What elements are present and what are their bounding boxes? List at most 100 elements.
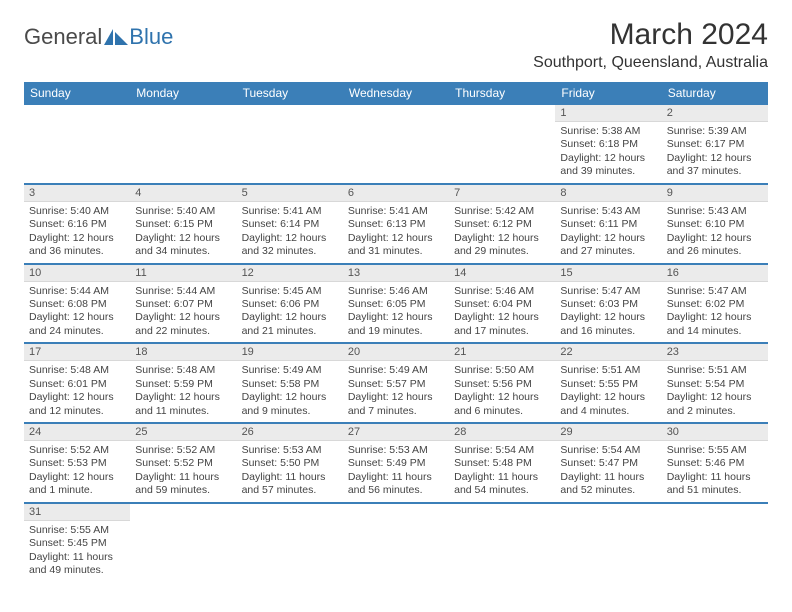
calendar-day-cell: 22Sunrise: 5:51 AMSunset: 5:55 PMDayligh…	[555, 343, 661, 423]
calendar-day-cell: 11Sunrise: 5:44 AMSunset: 6:07 PMDayligh…	[130, 264, 236, 344]
day-number: 29	[555, 424, 661, 441]
calendar-empty-cell	[449, 503, 555, 582]
calendar-empty-cell	[237, 105, 343, 184]
day-details: Sunrise: 5:54 AMSunset: 5:47 PMDaylight:…	[555, 441, 661, 502]
day-number: 15	[555, 265, 661, 282]
day-number: 3	[24, 185, 130, 202]
calendar-day-cell: 25Sunrise: 5:52 AMSunset: 5:52 PMDayligh…	[130, 423, 236, 503]
calendar-day-cell: 14Sunrise: 5:46 AMSunset: 6:04 PMDayligh…	[449, 264, 555, 344]
day-number: 25	[130, 424, 236, 441]
day-details: Sunrise: 5:52 AMSunset: 5:53 PMDaylight:…	[24, 441, 130, 502]
calendar-day-cell: 29Sunrise: 5:54 AMSunset: 5:47 PMDayligh…	[555, 423, 661, 503]
calendar-week-row: 3Sunrise: 5:40 AMSunset: 6:16 PMDaylight…	[24, 184, 768, 264]
day-number: 13	[343, 265, 449, 282]
calendar-day-cell: 5Sunrise: 5:41 AMSunset: 6:14 PMDaylight…	[237, 184, 343, 264]
day-number: 20	[343, 344, 449, 361]
calendar-day-cell: 23Sunrise: 5:51 AMSunset: 5:54 PMDayligh…	[662, 343, 768, 423]
day-details: Sunrise: 5:49 AMSunset: 5:58 PMDaylight:…	[237, 361, 343, 422]
day-details: Sunrise: 5:49 AMSunset: 5:57 PMDaylight:…	[343, 361, 449, 422]
calendar-day-cell: 3Sunrise: 5:40 AMSunset: 6:16 PMDaylight…	[24, 184, 130, 264]
title-block: March 2024 Southport, Queensland, Austra…	[533, 18, 768, 72]
day-details: Sunrise: 5:41 AMSunset: 6:13 PMDaylight:…	[343, 202, 449, 263]
calendar-empty-cell	[24, 105, 130, 184]
day-number: 21	[449, 344, 555, 361]
calendar-day-cell: 1Sunrise: 5:38 AMSunset: 6:18 PMDaylight…	[555, 105, 661, 184]
day-details: Sunrise: 5:38 AMSunset: 6:18 PMDaylight:…	[555, 122, 661, 183]
calendar-day-cell: 28Sunrise: 5:54 AMSunset: 5:48 PMDayligh…	[449, 423, 555, 503]
calendar-table: SundayMondayTuesdayWednesdayThursdayFrid…	[24, 82, 768, 582]
calendar-day-cell: 8Sunrise: 5:43 AMSunset: 6:11 PMDaylight…	[555, 184, 661, 264]
calendar-body: 1Sunrise: 5:38 AMSunset: 6:18 PMDaylight…	[24, 105, 768, 582]
day-number: 2	[662, 105, 768, 122]
calendar-day-cell: 7Sunrise: 5:42 AMSunset: 6:12 PMDaylight…	[449, 184, 555, 264]
day-details: Sunrise: 5:42 AMSunset: 6:12 PMDaylight:…	[449, 202, 555, 263]
calendar-day-cell: 31Sunrise: 5:55 AMSunset: 5:45 PMDayligh…	[24, 503, 130, 582]
logo-text-2: Blue	[129, 24, 173, 50]
day-details: Sunrise: 5:53 AMSunset: 5:49 PMDaylight:…	[343, 441, 449, 502]
day-number: 26	[237, 424, 343, 441]
calendar-day-cell: 4Sunrise: 5:40 AMSunset: 6:15 PMDaylight…	[130, 184, 236, 264]
day-details: Sunrise: 5:55 AMSunset: 5:46 PMDaylight:…	[662, 441, 768, 502]
day-details: Sunrise: 5:46 AMSunset: 6:04 PMDaylight:…	[449, 282, 555, 343]
day-number: 4	[130, 185, 236, 202]
calendar-day-cell: 16Sunrise: 5:47 AMSunset: 6:02 PMDayligh…	[662, 264, 768, 344]
weekday-header: Monday	[130, 82, 236, 105]
weekday-header: Tuesday	[237, 82, 343, 105]
calendar-day-cell: 20Sunrise: 5:49 AMSunset: 5:57 PMDayligh…	[343, 343, 449, 423]
day-details: Sunrise: 5:55 AMSunset: 5:45 PMDaylight:…	[24, 521, 130, 582]
day-details: Sunrise: 5:43 AMSunset: 6:10 PMDaylight:…	[662, 202, 768, 263]
day-number: 16	[662, 265, 768, 282]
calendar-day-cell: 9Sunrise: 5:43 AMSunset: 6:10 PMDaylight…	[662, 184, 768, 264]
day-number: 30	[662, 424, 768, 441]
day-number: 22	[555, 344, 661, 361]
day-details: Sunrise: 5:40 AMSunset: 6:16 PMDaylight:…	[24, 202, 130, 263]
calendar-day-cell: 26Sunrise: 5:53 AMSunset: 5:50 PMDayligh…	[237, 423, 343, 503]
calendar-week-row: 10Sunrise: 5:44 AMSunset: 6:08 PMDayligh…	[24, 264, 768, 344]
page-header: General Blue March 2024 Southport, Queen…	[24, 18, 768, 72]
day-details: Sunrise: 5:44 AMSunset: 6:07 PMDaylight:…	[130, 282, 236, 343]
day-number: 23	[662, 344, 768, 361]
day-details: Sunrise: 5:51 AMSunset: 5:54 PMDaylight:…	[662, 361, 768, 422]
calendar-day-cell: 18Sunrise: 5:48 AMSunset: 5:59 PMDayligh…	[130, 343, 236, 423]
calendar-week-row: 24Sunrise: 5:52 AMSunset: 5:53 PMDayligh…	[24, 423, 768, 503]
weekday-header: Wednesday	[343, 82, 449, 105]
calendar-week-row: 31Sunrise: 5:55 AMSunset: 5:45 PMDayligh…	[24, 503, 768, 582]
day-number: 19	[237, 344, 343, 361]
day-number: 5	[237, 185, 343, 202]
day-number: 14	[449, 265, 555, 282]
day-number: 9	[662, 185, 768, 202]
day-number: 8	[555, 185, 661, 202]
day-details: Sunrise: 5:51 AMSunset: 5:55 PMDaylight:…	[555, 361, 661, 422]
calendar-day-cell: 21Sunrise: 5:50 AMSunset: 5:56 PMDayligh…	[449, 343, 555, 423]
weekday-header: Friday	[555, 82, 661, 105]
day-details: Sunrise: 5:39 AMSunset: 6:17 PMDaylight:…	[662, 122, 768, 183]
day-number: 6	[343, 185, 449, 202]
day-details: Sunrise: 5:48 AMSunset: 6:01 PMDaylight:…	[24, 361, 130, 422]
day-number: 24	[24, 424, 130, 441]
day-details: Sunrise: 5:47 AMSunset: 6:02 PMDaylight:…	[662, 282, 768, 343]
logo: General Blue	[24, 18, 173, 50]
day-details: Sunrise: 5:40 AMSunset: 6:15 PMDaylight:…	[130, 202, 236, 263]
day-number: 10	[24, 265, 130, 282]
calendar-empty-cell	[130, 105, 236, 184]
logo-text-1: General	[24, 24, 102, 50]
day-details: Sunrise: 5:45 AMSunset: 6:06 PMDaylight:…	[237, 282, 343, 343]
calendar-day-cell: 12Sunrise: 5:45 AMSunset: 6:06 PMDayligh…	[237, 264, 343, 344]
calendar-empty-cell	[449, 105, 555, 184]
calendar-empty-cell	[343, 503, 449, 582]
calendar-empty-cell	[662, 503, 768, 582]
day-details: Sunrise: 5:46 AMSunset: 6:05 PMDaylight:…	[343, 282, 449, 343]
day-number: 27	[343, 424, 449, 441]
day-number: 18	[130, 344, 236, 361]
calendar-day-cell: 6Sunrise: 5:41 AMSunset: 6:13 PMDaylight…	[343, 184, 449, 264]
calendar-day-cell: 19Sunrise: 5:49 AMSunset: 5:58 PMDayligh…	[237, 343, 343, 423]
weekday-header: Thursday	[449, 82, 555, 105]
day-details: Sunrise: 5:44 AMSunset: 6:08 PMDaylight:…	[24, 282, 130, 343]
location: Southport, Queensland, Australia	[533, 54, 768, 72]
day-number: 31	[24, 504, 130, 521]
calendar-day-cell: 15Sunrise: 5:47 AMSunset: 6:03 PMDayligh…	[555, 264, 661, 344]
day-details: Sunrise: 5:47 AMSunset: 6:03 PMDaylight:…	[555, 282, 661, 343]
weekday-header: Saturday	[662, 82, 768, 105]
day-number: 12	[237, 265, 343, 282]
calendar-week-row: 1Sunrise: 5:38 AMSunset: 6:18 PMDaylight…	[24, 105, 768, 184]
